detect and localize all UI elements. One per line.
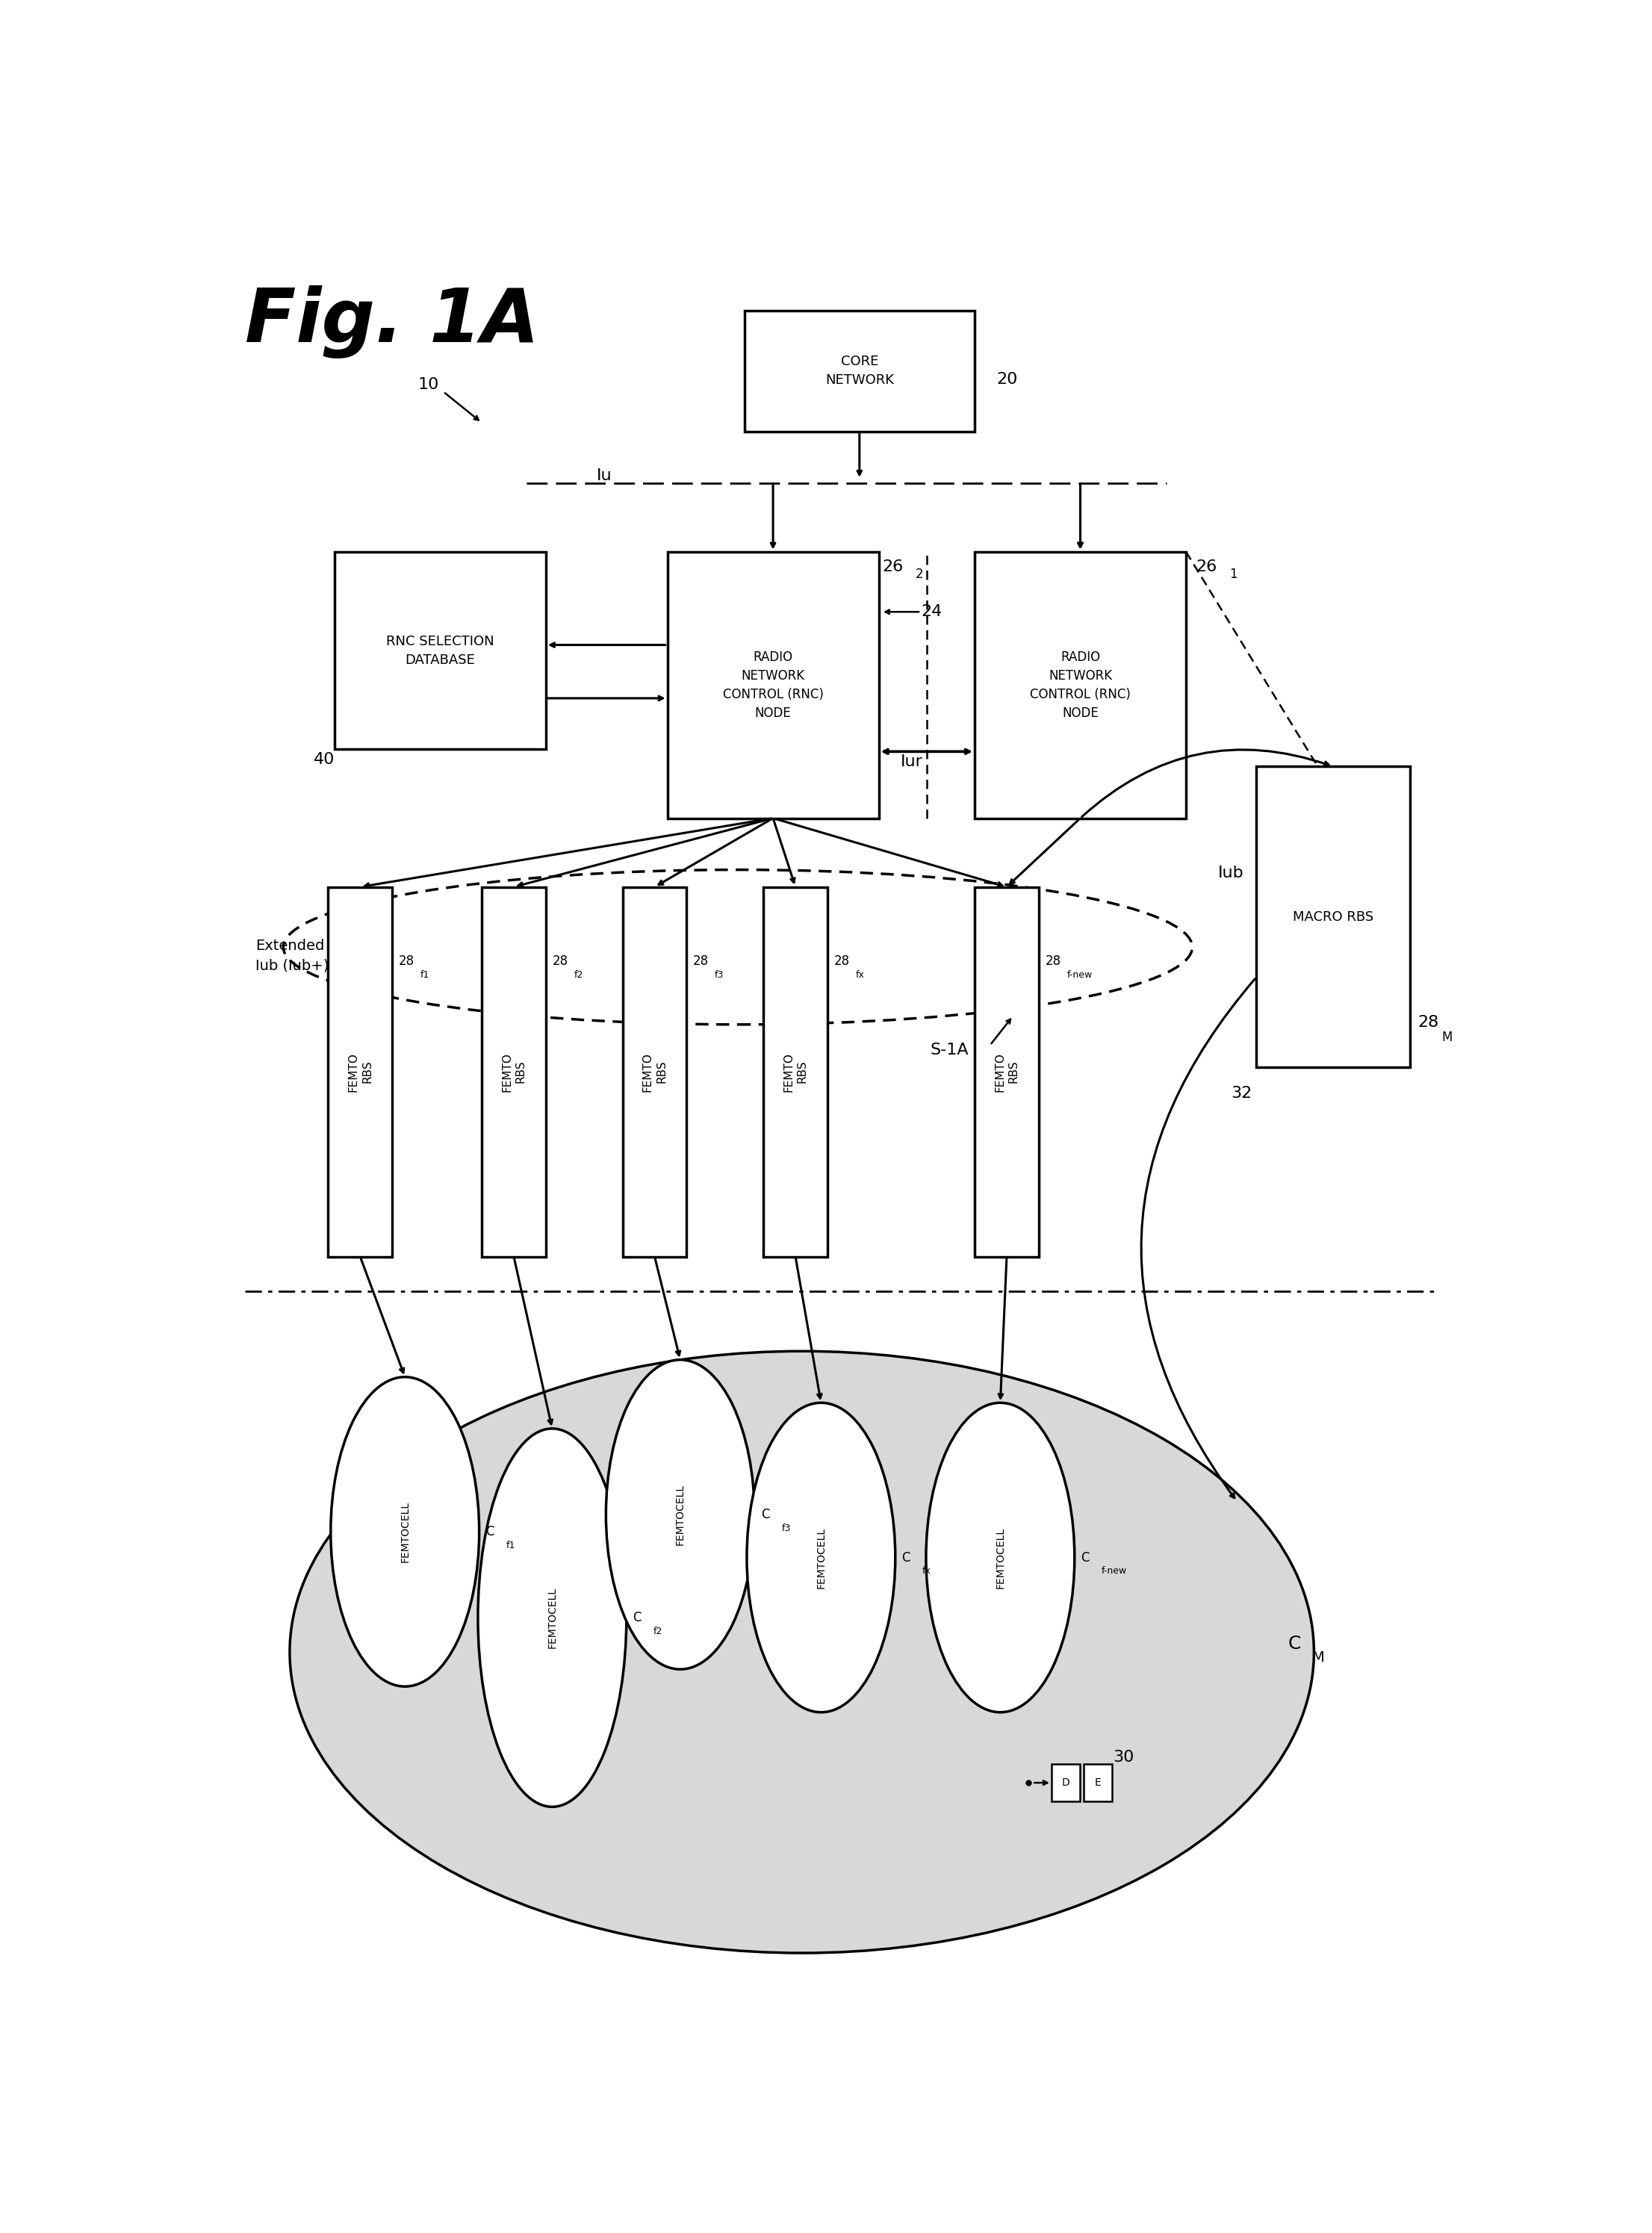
FancyBboxPatch shape (623, 887, 687, 1257)
Text: CORE
NETWORK: CORE NETWORK (824, 355, 894, 386)
Text: 32: 32 (1231, 1085, 1252, 1101)
Text: C: C (1080, 1550, 1090, 1565)
Text: fx: fx (856, 969, 864, 980)
Text: E: E (1094, 1777, 1100, 1789)
FancyBboxPatch shape (975, 552, 1186, 817)
Ellipse shape (330, 1378, 479, 1686)
Text: FEMTO
RBS: FEMTO RBS (995, 1052, 1019, 1092)
Text: S-1A: S-1A (930, 1043, 968, 1058)
Text: FEMTOCELL: FEMTOCELL (676, 1485, 686, 1545)
Text: 10: 10 (418, 377, 439, 393)
Text: 28: 28 (1046, 953, 1061, 967)
FancyBboxPatch shape (1084, 1764, 1112, 1802)
Ellipse shape (927, 1402, 1074, 1713)
Text: f-new: f-new (1102, 1565, 1127, 1576)
Ellipse shape (606, 1360, 755, 1670)
Text: C: C (1289, 1635, 1302, 1652)
Text: 24: 24 (920, 605, 942, 619)
Text: f1: f1 (420, 969, 430, 980)
Text: C: C (633, 1610, 641, 1623)
Text: 28: 28 (694, 953, 709, 967)
Text: Extended
Iub (Iub+): Extended Iub (Iub+) (254, 938, 329, 974)
Text: MACRO RBS: MACRO RBS (1294, 911, 1373, 924)
Text: RADIO
NETWORK
CONTROL (RNC)
NODE: RADIO NETWORK CONTROL (RNC) NODE (1029, 650, 1130, 719)
Text: 28: 28 (552, 953, 568, 967)
Text: f1: f1 (506, 1541, 515, 1550)
Text: 26: 26 (1196, 558, 1218, 574)
Text: 30: 30 (1113, 1748, 1135, 1764)
FancyBboxPatch shape (1052, 1764, 1080, 1802)
Text: 2: 2 (915, 567, 923, 581)
Text: f-new: f-new (1067, 969, 1092, 980)
Text: RNC SELECTION
DATABASE: RNC SELECTION DATABASE (387, 634, 494, 668)
FancyBboxPatch shape (482, 887, 545, 1257)
Text: 20: 20 (996, 373, 1018, 386)
Text: FEMTOCELL: FEMTOCELL (995, 1527, 1006, 1588)
Text: Fig. 1A: Fig. 1A (244, 286, 539, 357)
Text: 28: 28 (398, 953, 415, 967)
Text: FEMTO
RBS: FEMTO RBS (347, 1052, 373, 1092)
Text: C: C (902, 1550, 910, 1565)
Text: RADIO
NETWORK
CONTROL (RNC)
NODE: RADIO NETWORK CONTROL (RNC) NODE (722, 650, 823, 719)
Text: 40: 40 (314, 753, 334, 768)
Text: D: D (1062, 1777, 1069, 1789)
Ellipse shape (747, 1402, 895, 1713)
Text: 1: 1 (1229, 567, 1237, 581)
Text: C: C (762, 1507, 770, 1521)
Ellipse shape (289, 1351, 1313, 1954)
FancyBboxPatch shape (667, 552, 879, 817)
FancyBboxPatch shape (975, 887, 1039, 1257)
Text: Iur: Iur (900, 755, 923, 768)
Text: FEMTO
RBS: FEMTO RBS (783, 1052, 808, 1092)
Text: M: M (1312, 1650, 1323, 1664)
FancyBboxPatch shape (763, 887, 828, 1257)
FancyBboxPatch shape (329, 887, 392, 1257)
Text: FEMTOCELL: FEMTOCELL (400, 1501, 410, 1563)
Text: f3: f3 (781, 1523, 791, 1534)
Text: Iub: Iub (1218, 866, 1244, 880)
Text: FEMTOCELL: FEMTOCELL (816, 1527, 826, 1588)
Text: Iu: Iu (596, 469, 613, 485)
Text: FEMTO
RBS: FEMTO RBS (643, 1052, 667, 1092)
Text: FEMTOCELL: FEMTOCELL (547, 1588, 557, 1648)
Text: f2: f2 (653, 1626, 662, 1637)
FancyBboxPatch shape (743, 310, 975, 431)
FancyBboxPatch shape (1256, 766, 1409, 1067)
Text: C: C (486, 1525, 494, 1539)
Text: f3: f3 (715, 969, 724, 980)
Text: 26: 26 (882, 558, 904, 574)
Text: f2: f2 (573, 969, 583, 980)
Text: 28: 28 (1417, 1014, 1439, 1029)
Text: FEMTO
RBS: FEMTO RBS (501, 1052, 527, 1092)
Ellipse shape (477, 1429, 626, 1806)
FancyBboxPatch shape (334, 552, 545, 750)
Text: 28: 28 (834, 953, 849, 967)
Text: fx: fx (922, 1565, 932, 1576)
Text: M: M (1442, 1032, 1452, 1045)
